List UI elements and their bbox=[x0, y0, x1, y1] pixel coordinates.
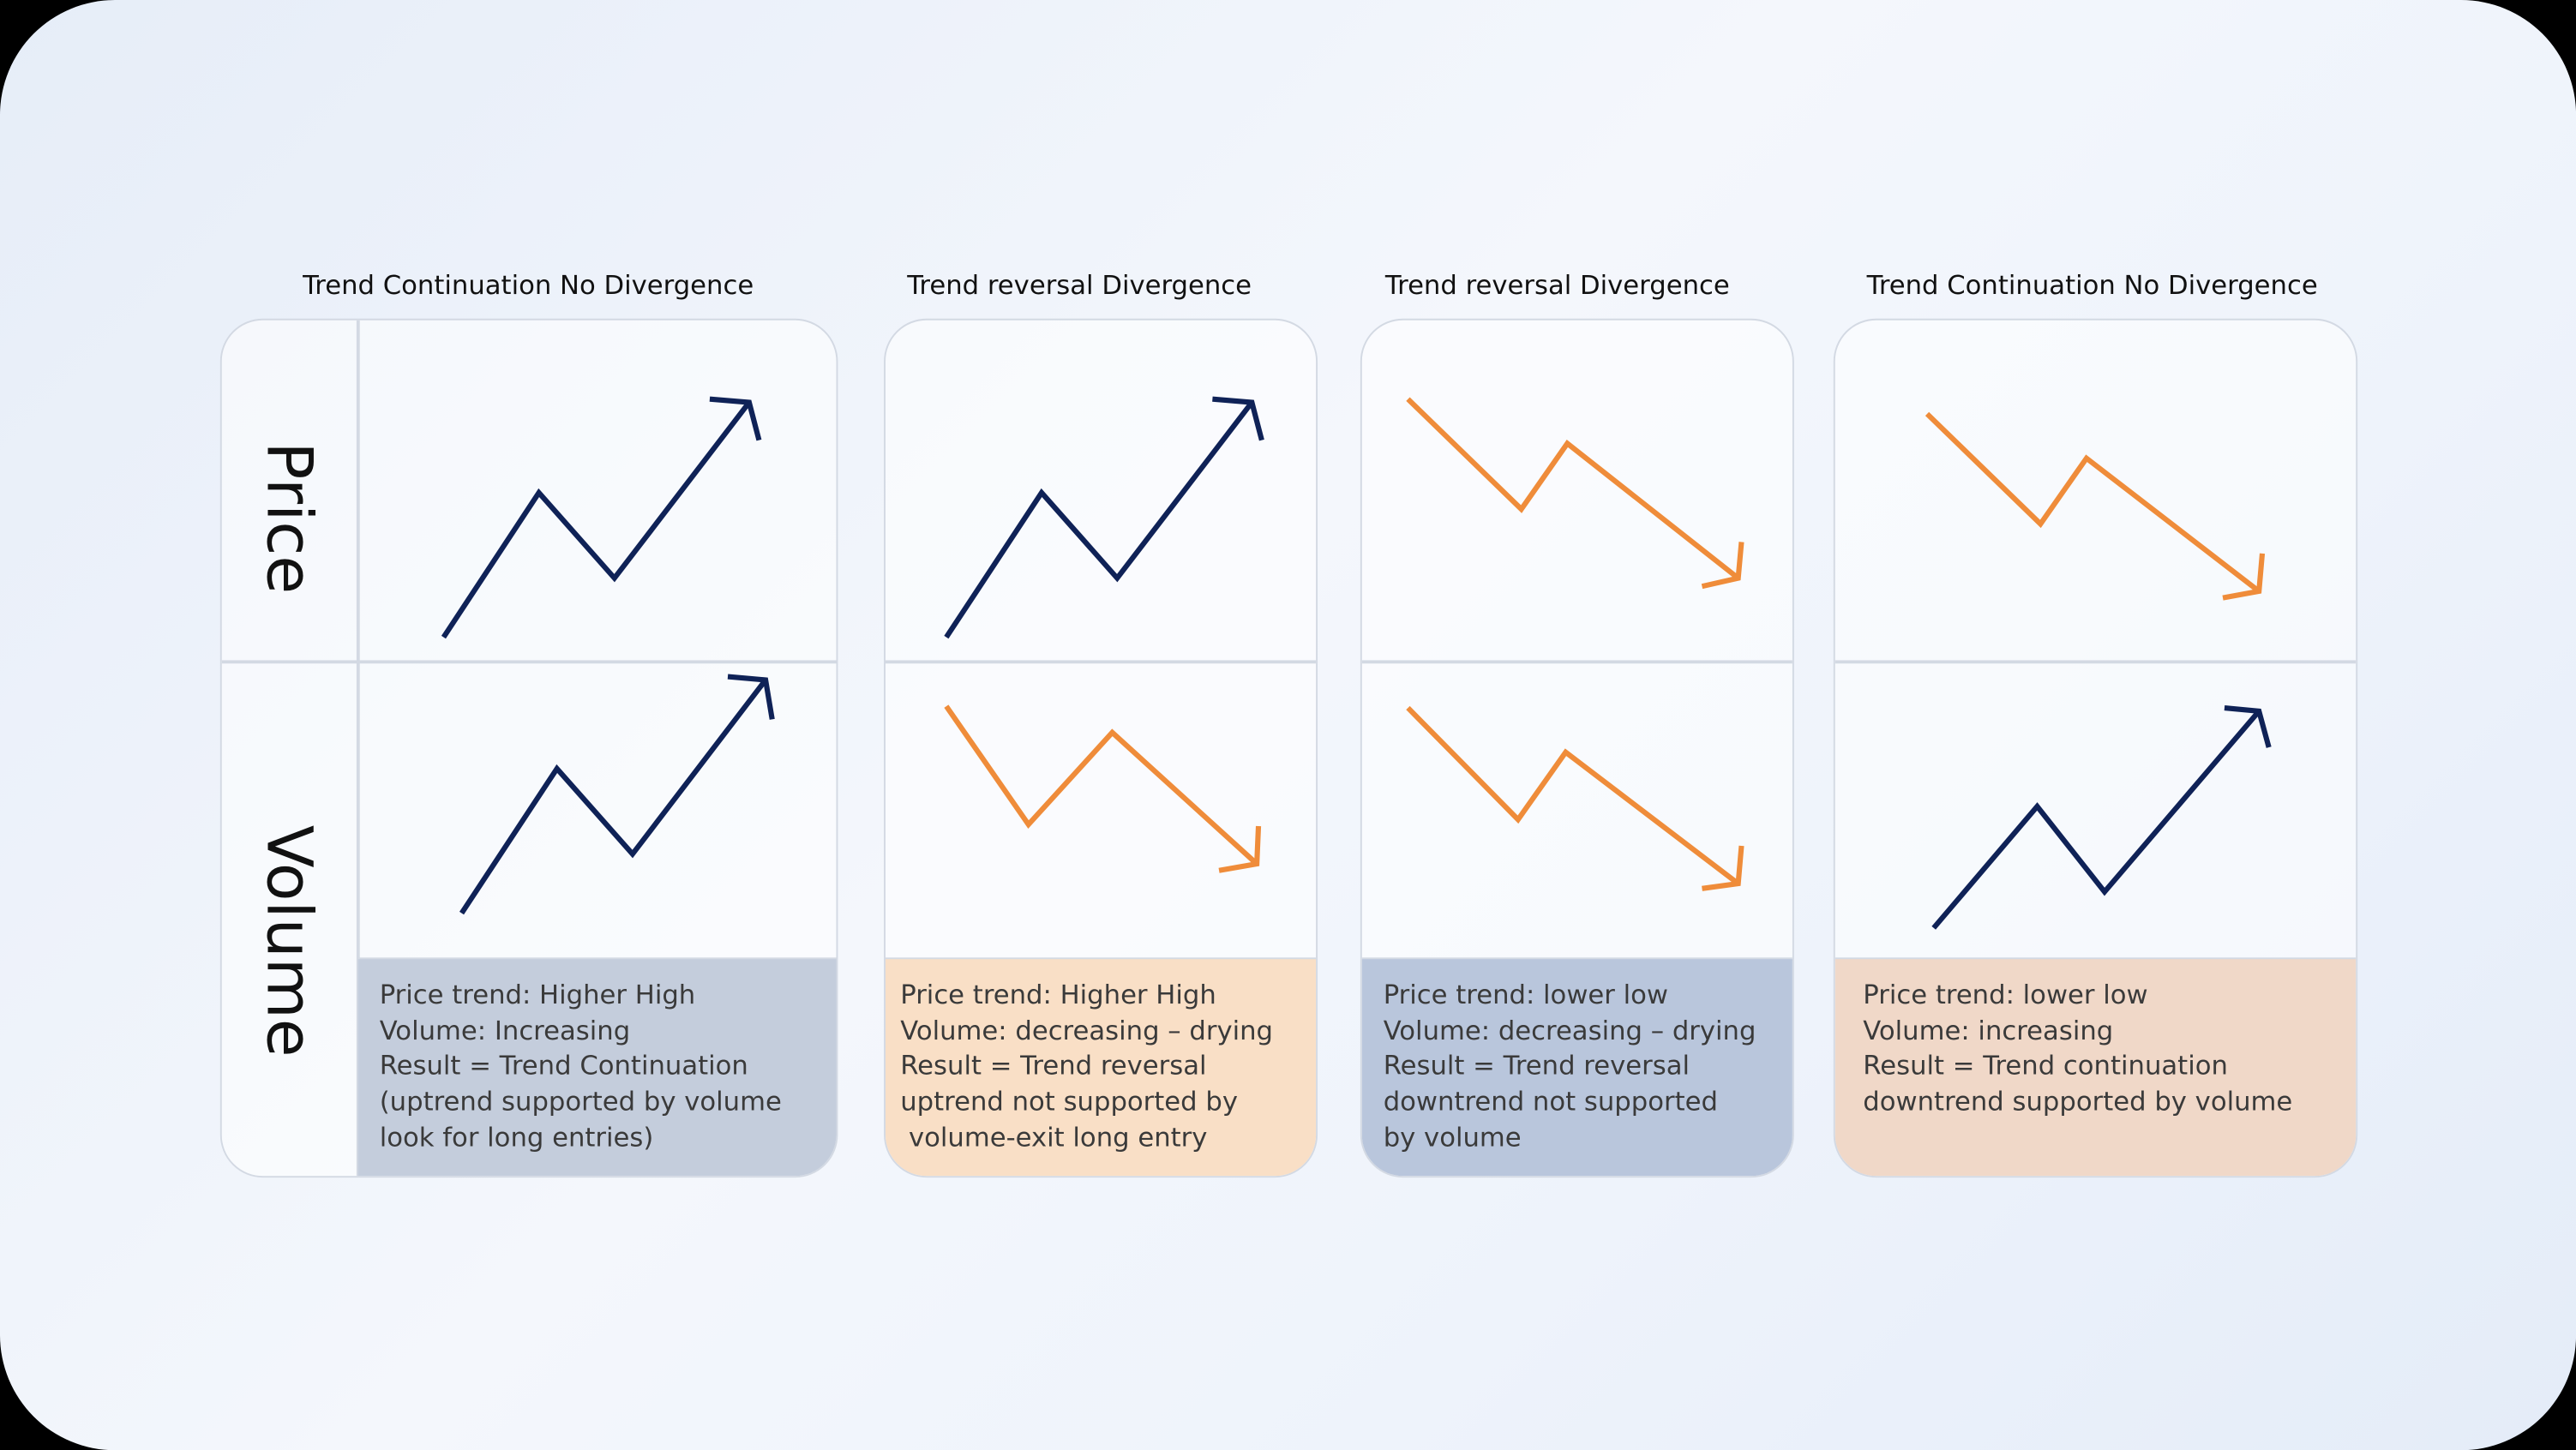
card-title-3: Trend reversal Divergence bbox=[1384, 269, 1730, 301]
card-2: Price trend: Higher High Volume: decreas… bbox=[884, 318, 1318, 1178]
price-label: Price bbox=[253, 441, 326, 595]
card-title-2: Trend reversal Divergence bbox=[907, 269, 1252, 301]
card-4: Price trend: lower low Volume: increasin… bbox=[1833, 318, 2358, 1178]
card-title-4: Trend Continuation No Divergence bbox=[1866, 269, 2318, 301]
divider bbox=[1834, 660, 2357, 663]
divider bbox=[885, 660, 1317, 663]
divider bbox=[1834, 957, 2357, 961]
card-description: Price trend: Higher High Volume: Increas… bbox=[357, 959, 837, 1177]
volume-label: Volume bbox=[253, 824, 326, 1058]
card-description: Price trend: lower low Volume: decreasin… bbox=[1361, 959, 1792, 1177]
divider bbox=[357, 957, 837, 961]
card-title-1: Trend Continuation No Divergence bbox=[303, 269, 754, 301]
card-3: Price trend: lower low Volume: decreasin… bbox=[1360, 318, 1794, 1178]
divider bbox=[1361, 957, 1792, 961]
card-1: Price Volume Price trend: Higher High Vo… bbox=[219, 318, 838, 1178]
divider bbox=[356, 320, 359, 1177]
card-description: Price trend: lower low Volume: increasin… bbox=[1834, 959, 2357, 1177]
divider bbox=[885, 957, 1317, 961]
divider bbox=[1361, 660, 1792, 663]
card-description: Price trend: Higher High Volume: decreas… bbox=[885, 959, 1317, 1177]
divider bbox=[221, 660, 837, 663]
